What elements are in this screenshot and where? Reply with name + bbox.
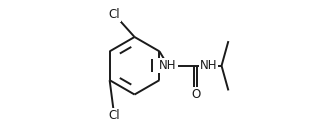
Text: NH: NH (159, 59, 177, 72)
Text: Cl: Cl (109, 109, 120, 122)
Text: NH: NH (200, 59, 217, 72)
Text: O: O (191, 88, 200, 101)
Text: Cl: Cl (109, 8, 120, 21)
